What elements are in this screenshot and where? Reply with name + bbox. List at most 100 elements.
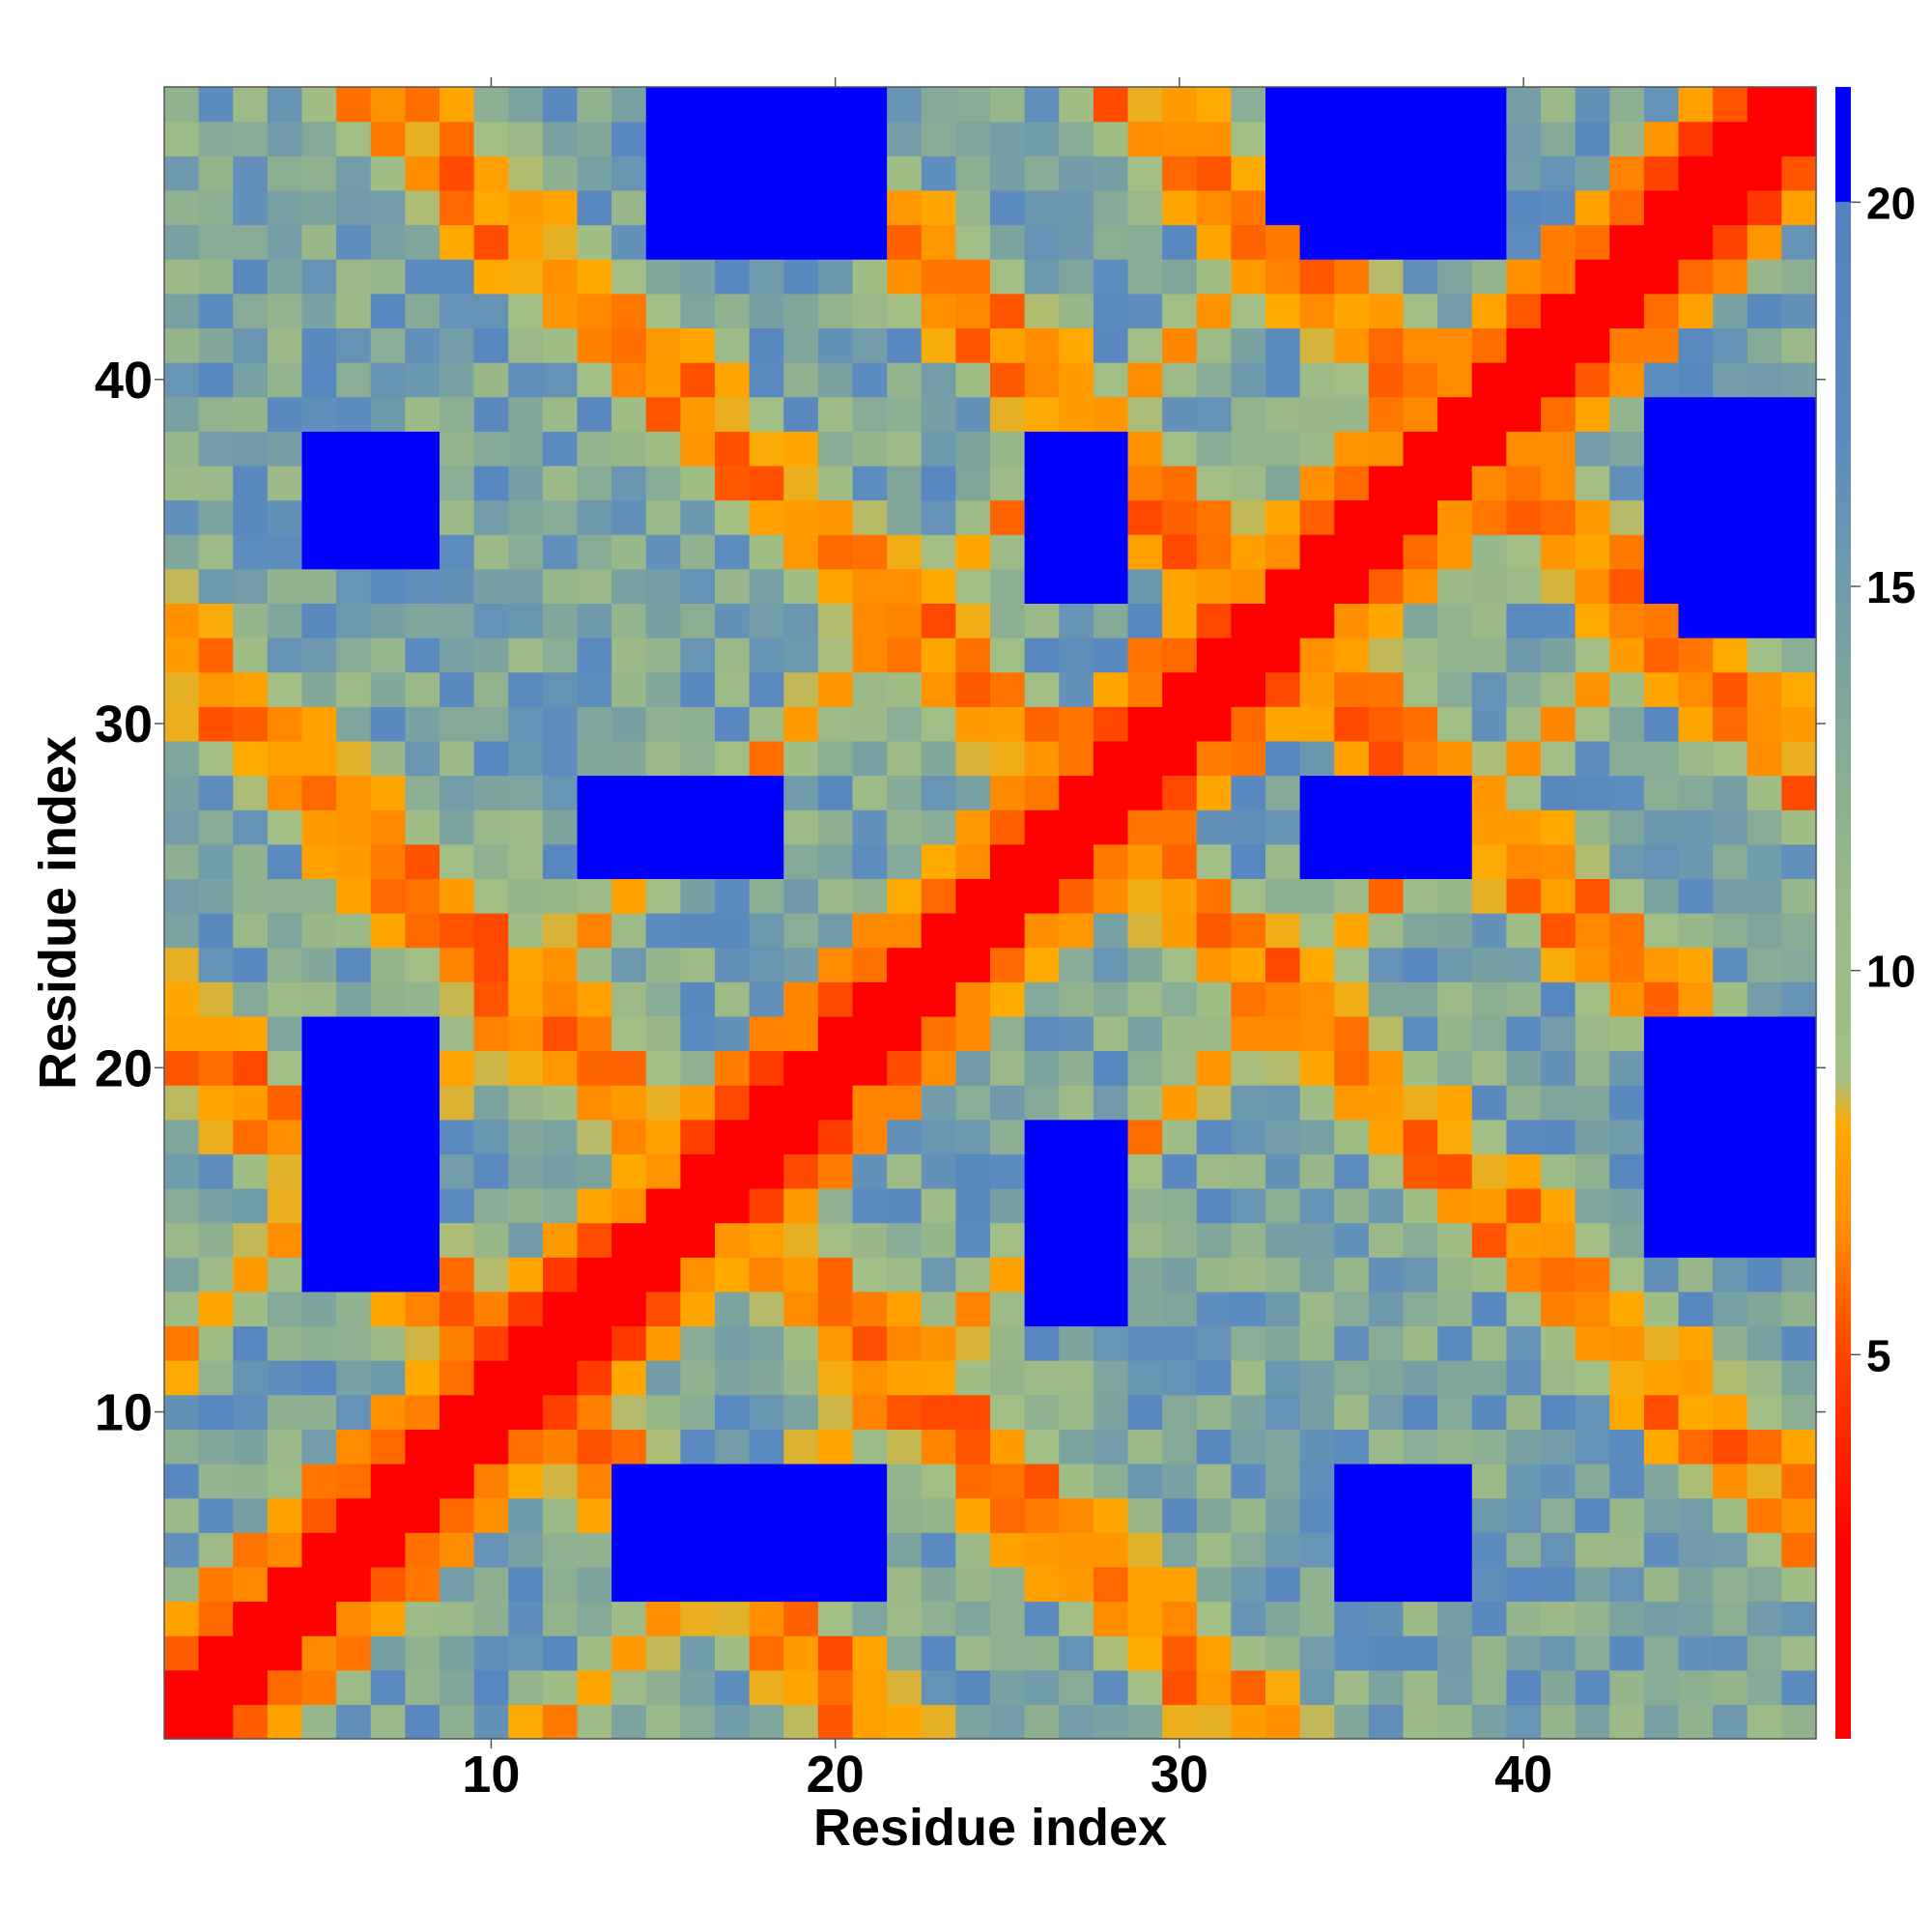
heatmap-cell <box>1471 327 1507 363</box>
heatmap-cell <box>164 740 200 777</box>
colorbar-gradient <box>1835 87 1851 1739</box>
heatmap-cell <box>473 1497 509 1533</box>
heatmap-cell <box>1265 396 1301 432</box>
heatmap-cell <box>1024 1188 1060 1224</box>
heatmap-cell <box>1643 1153 1680 1189</box>
heatmap-cell <box>1678 499 1714 535</box>
heatmap-cell <box>1747 1257 1782 1293</box>
heatmap-cell <box>1231 810 1266 845</box>
heatmap-cell <box>1059 1222 1094 1258</box>
heatmap-cell <box>1609 224 1645 260</box>
heatmap-cell <box>1471 1532 1507 1568</box>
heatmap-cell <box>370 327 406 363</box>
heatmap-cell <box>887 431 923 467</box>
heatmap-cell <box>783 1532 819 1568</box>
heatmap-cell <box>1506 1669 1542 1705</box>
heatmap-cell <box>336 740 372 777</box>
heatmap-cell <box>1334 534 1370 570</box>
heatmap-cell <box>1678 1429 1714 1464</box>
heatmap-cell <box>577 156 612 191</box>
heatmap-cell <box>1713 1153 1748 1189</box>
heatmap-cell <box>817 1566 854 1603</box>
heatmap-cell <box>301 1669 337 1705</box>
heatmap-cell <box>1575 603 1610 639</box>
heatmap-cell <box>1471 878 1507 914</box>
heatmap-cell <box>1265 1188 1301 1224</box>
heatmap-cell <box>817 671 854 707</box>
heatmap-cell <box>921 465 956 501</box>
heatmap-cell <box>887 1669 923 1705</box>
heatmap-cell <box>715 1085 751 1121</box>
heatmap-cell <box>577 1153 612 1189</box>
heatmap-cell <box>1059 121 1094 156</box>
heatmap-cell <box>817 1222 854 1258</box>
heatmap-cell <box>783 534 819 570</box>
heatmap-cell <box>645 638 681 673</box>
heatmap-cell <box>1403 224 1438 260</box>
heatmap-cell <box>1713 224 1748 260</box>
heatmap-cell <box>508 1015 544 1052</box>
heatmap-cell <box>1643 1222 1680 1258</box>
heatmap-cell <box>611 810 647 845</box>
heatmap-cell <box>164 87 200 123</box>
heatmap-cell <box>1024 740 1060 777</box>
heatmap-cell <box>1299 1291 1335 1327</box>
heatmap-cell <box>267 671 303 707</box>
heatmap-cell <box>783 1291 819 1327</box>
heatmap-cell <box>1196 878 1232 914</box>
heatmap-cell <box>1713 810 1748 845</box>
heatmap-cell <box>164 878 200 914</box>
heatmap-cell <box>817 1119 854 1154</box>
heatmap-cell <box>164 671 200 707</box>
heatmap-cell <box>267 431 303 467</box>
heatmap-cell <box>921 913 956 949</box>
heatmap-cell <box>336 1360 372 1396</box>
heatmap-cell <box>1747 671 1782 707</box>
heatmap-cell <box>783 638 819 673</box>
heatmap-cell <box>1541 671 1577 707</box>
heatmap-cell <box>1506 981 1542 1017</box>
heatmap-cell <box>1231 1497 1266 1533</box>
heatmap-cell <box>1403 1360 1438 1396</box>
y-tick-label: 40 <box>95 352 153 410</box>
heatmap-cell <box>198 1566 234 1603</box>
heatmap-cell <box>680 1188 716 1224</box>
heatmap-cell <box>955 362 991 398</box>
heatmap-cell <box>1575 1188 1610 1224</box>
heatmap-cell <box>1609 189 1645 226</box>
heatmap-cell <box>370 1291 406 1327</box>
heatmap-cell <box>1059 362 1094 398</box>
heatmap-cell <box>887 1085 923 1121</box>
heatmap-cell <box>1643 981 1680 1017</box>
heatmap-cell <box>1334 1601 1370 1636</box>
heatmap-cell <box>817 1153 854 1189</box>
heatmap-cell <box>1609 1291 1645 1327</box>
heatmap-cell <box>473 1188 509 1224</box>
heatmap-cell <box>198 189 234 226</box>
heatmap-cell <box>1265 121 1301 156</box>
heatmap-cell <box>1024 431 1060 467</box>
heatmap-cell <box>1575 706 1610 742</box>
heatmap-cell <box>301 327 337 363</box>
heatmap-cell <box>921 671 956 707</box>
heatmap-cell <box>921 810 956 845</box>
heatmap-cell <box>1059 913 1094 949</box>
heatmap-cell <box>1093 534 1129 570</box>
heatmap-cell <box>1437 638 1473 673</box>
heatmap-cell <box>817 1257 854 1293</box>
heatmap-cell <box>990 638 1026 673</box>
heatmap-cell <box>852 1497 888 1533</box>
heatmap-cell <box>817 568 854 604</box>
heatmap-cell <box>336 878 372 914</box>
heatmap-cell <box>715 1188 751 1224</box>
heatmap-cell <box>1334 706 1370 742</box>
heatmap-cell <box>1747 224 1782 260</box>
heatmap-cell <box>715 1566 751 1603</box>
heatmap-cell <box>1678 740 1714 777</box>
heatmap-cell <box>1334 878 1370 914</box>
heatmap-cell <box>267 1635 303 1671</box>
heatmap-cell <box>783 1050 819 1086</box>
heatmap-cell <box>1713 740 1748 777</box>
heatmap-cell <box>233 638 269 673</box>
